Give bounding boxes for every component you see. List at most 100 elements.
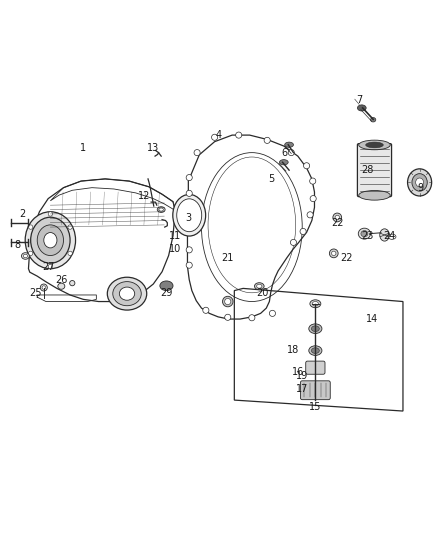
Text: 12: 12: [138, 191, 151, 201]
Text: 26: 26: [55, 274, 67, 285]
Ellipse shape: [37, 225, 64, 255]
Ellipse shape: [416, 178, 424, 187]
Text: 18: 18: [287, 345, 300, 355]
Ellipse shape: [44, 232, 57, 248]
Ellipse shape: [186, 190, 192, 197]
Ellipse shape: [358, 228, 371, 239]
Text: 21: 21: [222, 253, 234, 263]
Text: 10: 10: [169, 244, 181, 254]
Ellipse shape: [70, 280, 75, 286]
FancyBboxPatch shape: [300, 381, 330, 400]
Ellipse shape: [309, 346, 322, 356]
Ellipse shape: [332, 251, 336, 255]
Ellipse shape: [312, 302, 318, 306]
Ellipse shape: [254, 282, 264, 290]
Ellipse shape: [290, 239, 297, 246]
Ellipse shape: [371, 118, 376, 122]
Text: 27: 27: [42, 262, 54, 271]
Ellipse shape: [225, 314, 231, 320]
Text: 13: 13: [147, 143, 159, 154]
Ellipse shape: [307, 212, 313, 218]
Ellipse shape: [21, 253, 29, 259]
FancyBboxPatch shape: [357, 143, 392, 197]
FancyBboxPatch shape: [306, 361, 325, 374]
Ellipse shape: [249, 314, 255, 321]
Text: 8: 8: [14, 240, 21, 249]
Text: 6: 6: [282, 148, 288, 158]
Ellipse shape: [31, 217, 70, 263]
Ellipse shape: [335, 215, 339, 220]
Ellipse shape: [68, 251, 72, 255]
Ellipse shape: [186, 262, 192, 268]
Ellipse shape: [23, 254, 28, 258]
Ellipse shape: [42, 286, 46, 289]
Ellipse shape: [257, 284, 262, 288]
Text: 1: 1: [80, 143, 86, 154]
Text: 7: 7: [356, 95, 362, 105]
Text: 25: 25: [29, 288, 41, 298]
Ellipse shape: [159, 208, 163, 211]
Text: 14: 14: [366, 314, 378, 324]
Ellipse shape: [186, 247, 192, 253]
Ellipse shape: [225, 298, 231, 304]
Ellipse shape: [359, 140, 390, 150]
Ellipse shape: [285, 142, 293, 147]
Ellipse shape: [107, 277, 147, 310]
Text: 2: 2: [19, 209, 25, 219]
Ellipse shape: [329, 249, 338, 258]
Ellipse shape: [310, 178, 316, 184]
Text: 5: 5: [268, 174, 275, 184]
Ellipse shape: [357, 105, 366, 111]
Text: 15: 15: [309, 402, 321, 411]
Ellipse shape: [236, 132, 242, 138]
Ellipse shape: [113, 281, 141, 306]
Ellipse shape: [359, 190, 390, 200]
Ellipse shape: [366, 142, 383, 148]
Ellipse shape: [288, 150, 294, 156]
Ellipse shape: [25, 212, 76, 269]
Ellipse shape: [48, 264, 53, 269]
Text: 11: 11: [169, 231, 181, 241]
Ellipse shape: [58, 283, 65, 289]
Ellipse shape: [203, 307, 209, 313]
Text: 24: 24: [384, 231, 396, 241]
Ellipse shape: [279, 159, 288, 165]
Ellipse shape: [160, 281, 173, 290]
Ellipse shape: [119, 287, 135, 300]
Ellipse shape: [186, 174, 192, 181]
Ellipse shape: [177, 199, 201, 232]
Ellipse shape: [361, 231, 368, 237]
Ellipse shape: [68, 225, 72, 229]
Ellipse shape: [309, 324, 322, 334]
Ellipse shape: [194, 150, 200, 156]
Ellipse shape: [311, 348, 319, 353]
Ellipse shape: [310, 300, 321, 308]
Text: 9: 9: [417, 183, 424, 192]
Ellipse shape: [212, 134, 218, 140]
Ellipse shape: [264, 138, 270, 143]
Ellipse shape: [300, 229, 306, 235]
Ellipse shape: [28, 251, 33, 255]
Ellipse shape: [269, 310, 276, 317]
Text: 22: 22: [331, 217, 343, 228]
Text: 28: 28: [362, 165, 374, 175]
Text: 17: 17: [296, 384, 308, 394]
Text: 22: 22: [340, 253, 352, 263]
Ellipse shape: [333, 213, 342, 222]
Ellipse shape: [380, 229, 389, 241]
Ellipse shape: [412, 174, 427, 191]
Text: 3: 3: [185, 213, 191, 223]
Ellipse shape: [407, 169, 431, 196]
Ellipse shape: [173, 195, 206, 236]
Text: 20: 20: [257, 288, 269, 298]
Ellipse shape: [48, 212, 53, 216]
Text: 29: 29: [160, 288, 173, 298]
Ellipse shape: [310, 196, 316, 201]
Ellipse shape: [40, 284, 47, 291]
Text: 16: 16: [292, 367, 304, 377]
Ellipse shape: [304, 163, 310, 169]
Text: 19: 19: [296, 371, 308, 381]
Ellipse shape: [223, 296, 233, 307]
Ellipse shape: [28, 225, 33, 229]
Ellipse shape: [311, 326, 319, 332]
